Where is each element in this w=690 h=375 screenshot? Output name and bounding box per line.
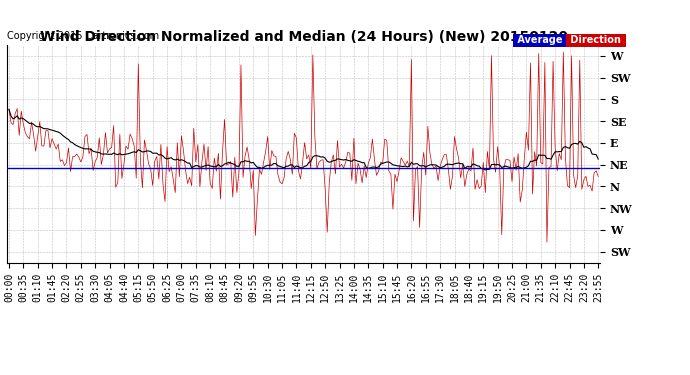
Text: Average: Average [514, 35, 566, 45]
Text: Copyright 2015 Cartronics.com: Copyright 2015 Cartronics.com [7, 32, 159, 41]
Title: Wind Direction Normalized and Median (24 Hours) (New) 20150120: Wind Direction Normalized and Median (24… [39, 30, 568, 44]
Text: Direction: Direction [567, 35, 624, 45]
